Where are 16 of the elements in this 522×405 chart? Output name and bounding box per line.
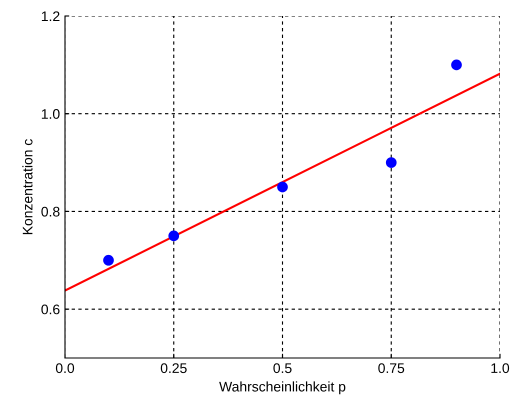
y-axis-title: Konzentration c [22, 139, 33, 234]
point [103, 254, 114, 266]
point [277, 182, 288, 192]
x-tick-label: 0.25 [160, 363, 187, 374]
point [168, 230, 180, 242]
y-tick-label: 1.2 [42, 11, 60, 22]
y-tick-label: 0.6 [41, 304, 60, 314]
x-tick-label: 0.0 [56, 363, 74, 374]
x-tick-label: 1.0 [491, 363, 510, 374]
point [451, 60, 462, 70]
x-axis-title: Wahrscheinlichkeit p [219, 381, 346, 394]
point [386, 157, 397, 168]
y-tick-label: 1.0 [42, 109, 60, 119]
y-tick-label: 0.8 [41, 206, 60, 217]
x-tick-label: 0.75 [378, 363, 404, 374]
x-tick-label: 0.5 [273, 363, 292, 374]
